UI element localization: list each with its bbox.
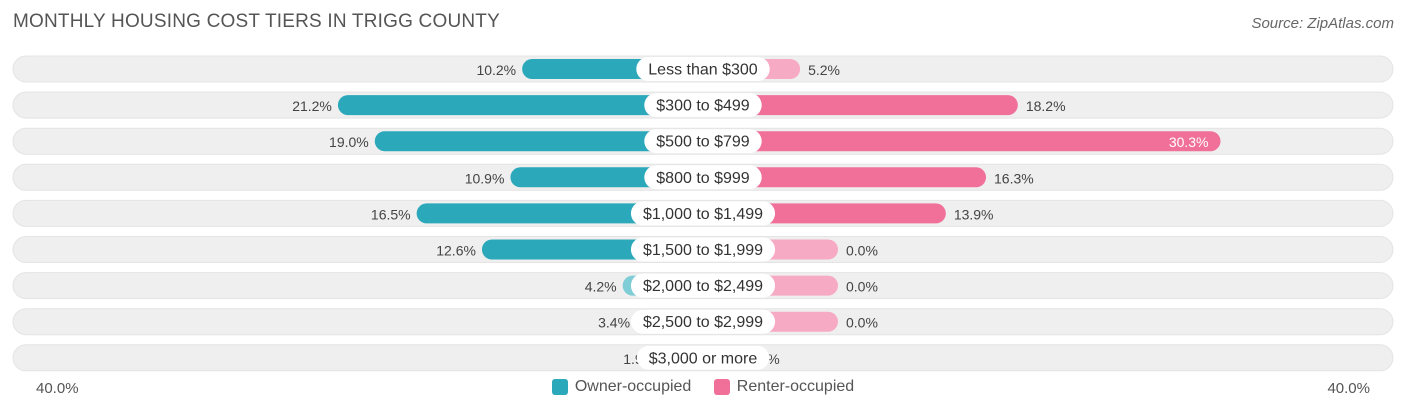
chart-title: MONTHLY HOUSING COST TIERS IN TRIGG COUN…	[13, 11, 500, 32]
renter-value-label: 0.0%	[846, 243, 878, 259]
category-label: $2,000 to $2,499	[643, 278, 763, 295]
owner-value-label: 10.2%	[476, 62, 516, 78]
renter-value-label: 13.9%	[954, 206, 994, 222]
owner-value-label: 16.5%	[371, 206, 411, 222]
owner-bar	[416, 203, 703, 224]
category-label: $3,000 or more	[649, 350, 758, 367]
category-pill	[644, 93, 762, 118]
owner-swatch	[551, 379, 568, 395]
category-pill	[630, 201, 776, 226]
category-pill	[644, 165, 762, 190]
category-label: Less than $300	[648, 62, 758, 79]
renter-value-label: 0.0%	[846, 279, 878, 295]
owner-value-label: 19.0%	[329, 134, 369, 150]
renter-value-label: 30.3%	[1169, 134, 1209, 150]
category-label: $2,500 to $2,999	[643, 314, 763, 331]
category-pill	[644, 129, 762, 154]
owner-value-label: 12.6%	[436, 243, 476, 259]
owner-value-label: 21.2%	[292, 98, 332, 114]
renter-bar	[703, 167, 987, 188]
axis-right-label: 40.0%	[1327, 380, 1370, 397]
category-pill	[630, 309, 776, 334]
renter-bar	[703, 95, 1018, 116]
category-pill	[630, 273, 776, 298]
category-pill	[630, 237, 776, 262]
category-pill	[636, 345, 770, 370]
renter-value-label: 5.2%	[808, 62, 840, 78]
legend-owner-label: Owner-occupied	[574, 378, 692, 395]
source-note: Source: ZipAtlas.com	[1251, 15, 1394, 32]
legend-item-owner: Owner-occupied	[551, 378, 692, 396]
renter-bar	[703, 131, 1221, 152]
renter-value-label: 16.3%	[994, 170, 1034, 186]
owner-bar	[374, 131, 703, 152]
category-label: $1,500 to $1,999	[643, 242, 763, 259]
legend: Owner-occupied Renter-occupied	[0, 378, 1406, 400]
renter-value-label: 18.2%	[1026, 98, 1066, 114]
category-pill	[636, 57, 770, 81]
owner-value-label: 4.2%	[585, 279, 617, 295]
owner-value-label: 3.4%	[598, 315, 630, 331]
category-label: $500 to $799	[656, 134, 750, 151]
owner-value-label: 10.9%	[465, 170, 505, 186]
category-label: $800 to $999	[656, 170, 750, 187]
legend-item-renter: Renter-occupied	[713, 378, 855, 396]
legend-renter-label: Renter-occupied	[736, 378, 855, 395]
category-label: $300 to $499	[656, 98, 750, 115]
axis-left-label: 40.0%	[36, 380, 79, 397]
owner-bar	[337, 95, 703, 116]
category-label: $1,000 to $1,499	[643, 206, 763, 223]
renter-value-label: 0.0%	[846, 315, 878, 331]
renter-swatch	[713, 379, 730, 395]
